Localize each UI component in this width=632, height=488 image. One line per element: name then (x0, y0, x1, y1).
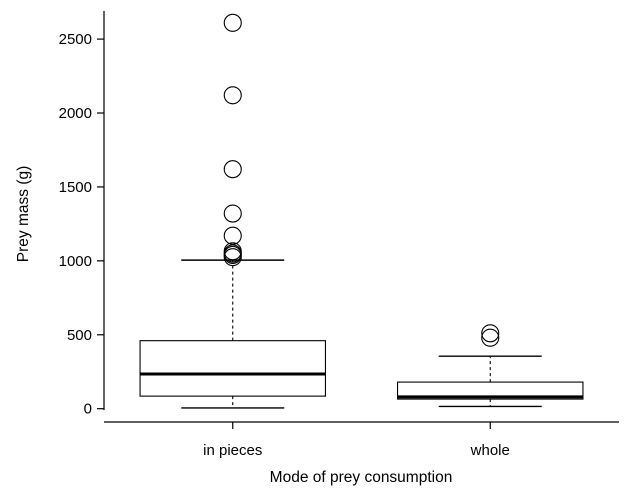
outlier-point (481, 324, 500, 343)
outlier-point (223, 204, 242, 223)
x-axis-ticks: in pieces whole (203, 422, 510, 459)
iqr-box (139, 340, 326, 397)
y-tick-label: 0 (84, 401, 92, 418)
axes (103, 11, 619, 423)
y-axis-ticks: 0 500 1000 1500 2000 2500 (59, 31, 104, 418)
y-tick-label: 1000 (59, 253, 92, 270)
x-tick-label: whole (470, 442, 510, 459)
outlier-point (223, 242, 242, 261)
outlier-point (481, 328, 500, 347)
x-tick-label: in pieces (203, 442, 262, 459)
y-tick-label: 2500 (59, 31, 92, 48)
outlier-point (223, 160, 242, 179)
outlier-point (223, 13, 242, 32)
x-axis-label: Mode of prey consumption (270, 469, 453, 486)
y-axis-label: Prey mass (g) (15, 166, 32, 262)
outlier-point (223, 86, 242, 105)
box-group (396, 324, 584, 408)
outlier-point (223, 226, 242, 245)
y-tick-label: 1500 (59, 179, 92, 196)
boxes (139, 13, 584, 409)
y-tick-label: 500 (67, 327, 92, 344)
y-tick-label: 2000 (59, 105, 92, 122)
box-group (139, 13, 326, 409)
iqr-box (396, 381, 584, 400)
